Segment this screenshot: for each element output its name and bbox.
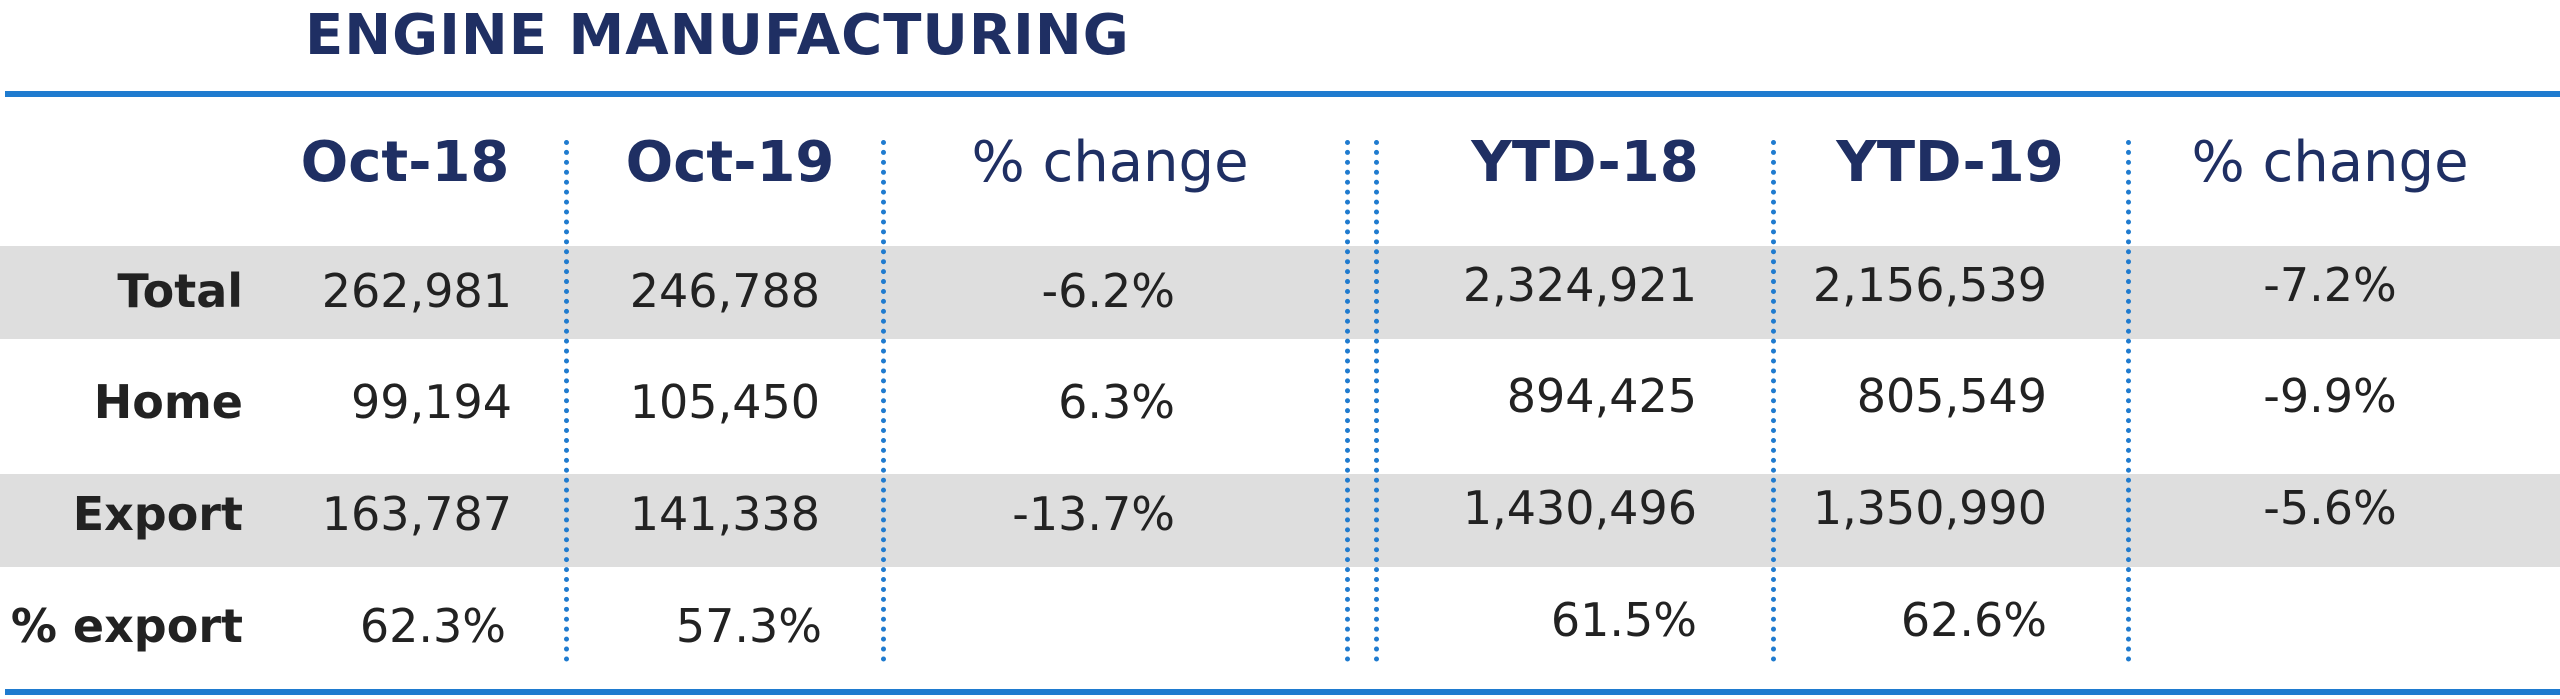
- table-cell: 62.3%: [359, 599, 506, 653]
- table-cell: 57.3%: [675, 599, 822, 653]
- table-cell: 105,450: [629, 375, 820, 429]
- column-divider: [564, 140, 569, 662]
- table-cell: 61.5%: [1550, 593, 1697, 647]
- column-header-oct-19: Oct-19: [625, 130, 835, 195]
- column-header-month-change: % change: [971, 130, 1249, 195]
- table-cell: 99,194: [351, 375, 512, 429]
- table-cell: -13.7%: [1012, 487, 1175, 541]
- table-cell: 805,549: [1856, 369, 2047, 423]
- top-divider: [5, 91, 2560, 97]
- column-header-ytd-18: YTD-18: [1471, 130, 1699, 195]
- table-cell: 1,350,990: [1812, 481, 2047, 535]
- column-divider: [1771, 140, 1776, 662]
- table-cell: -5.6%: [2263, 481, 2397, 535]
- table-cell: 262,981: [321, 264, 512, 318]
- table-cell: -6.2%: [1041, 264, 1175, 318]
- row-label-home: Home: [93, 375, 243, 429]
- row-label-export: Export: [72, 487, 243, 541]
- row-band-export: [0, 474, 2560, 567]
- table-cell: 2,156,539: [1812, 258, 2047, 312]
- column-divider: [2126, 140, 2131, 662]
- column-header-ytd-19: YTD-19: [1836, 130, 2064, 195]
- row-label-total: Total: [117, 264, 243, 318]
- table-cell: -7.2%: [2263, 258, 2397, 312]
- table-cell: 6.3%: [1058, 375, 1175, 429]
- table-cell: 246,788: [629, 264, 820, 318]
- table-cell: 62.6%: [1900, 593, 2047, 647]
- column-header-ytd-change: % change: [2191, 130, 2469, 195]
- page-title: ENGINE MANUFACTURING: [305, 3, 1130, 68]
- section-divider: [1345, 140, 1350, 662]
- table-cell: -9.9%: [2263, 369, 2397, 423]
- column-divider: [881, 140, 886, 662]
- row-label-percent-export: % export: [10, 599, 243, 653]
- table-cell: 141,338: [629, 487, 820, 541]
- table-cell: 2,324,921: [1462, 258, 1697, 312]
- column-header-oct-18: Oct-18: [300, 130, 510, 195]
- table-cell: 1,430,496: [1462, 481, 1697, 535]
- table-cell: 163,787: [321, 487, 512, 541]
- bottom-divider: [5, 689, 2560, 695]
- table-cell: 894,425: [1506, 369, 1697, 423]
- row-band-total: [0, 246, 2560, 339]
- section-divider: [1374, 140, 1379, 662]
